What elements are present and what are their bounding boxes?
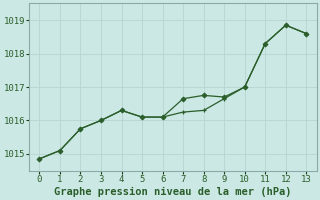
X-axis label: Graphe pression niveau de la mer (hPa): Graphe pression niveau de la mer (hPa) (54, 186, 292, 197)
